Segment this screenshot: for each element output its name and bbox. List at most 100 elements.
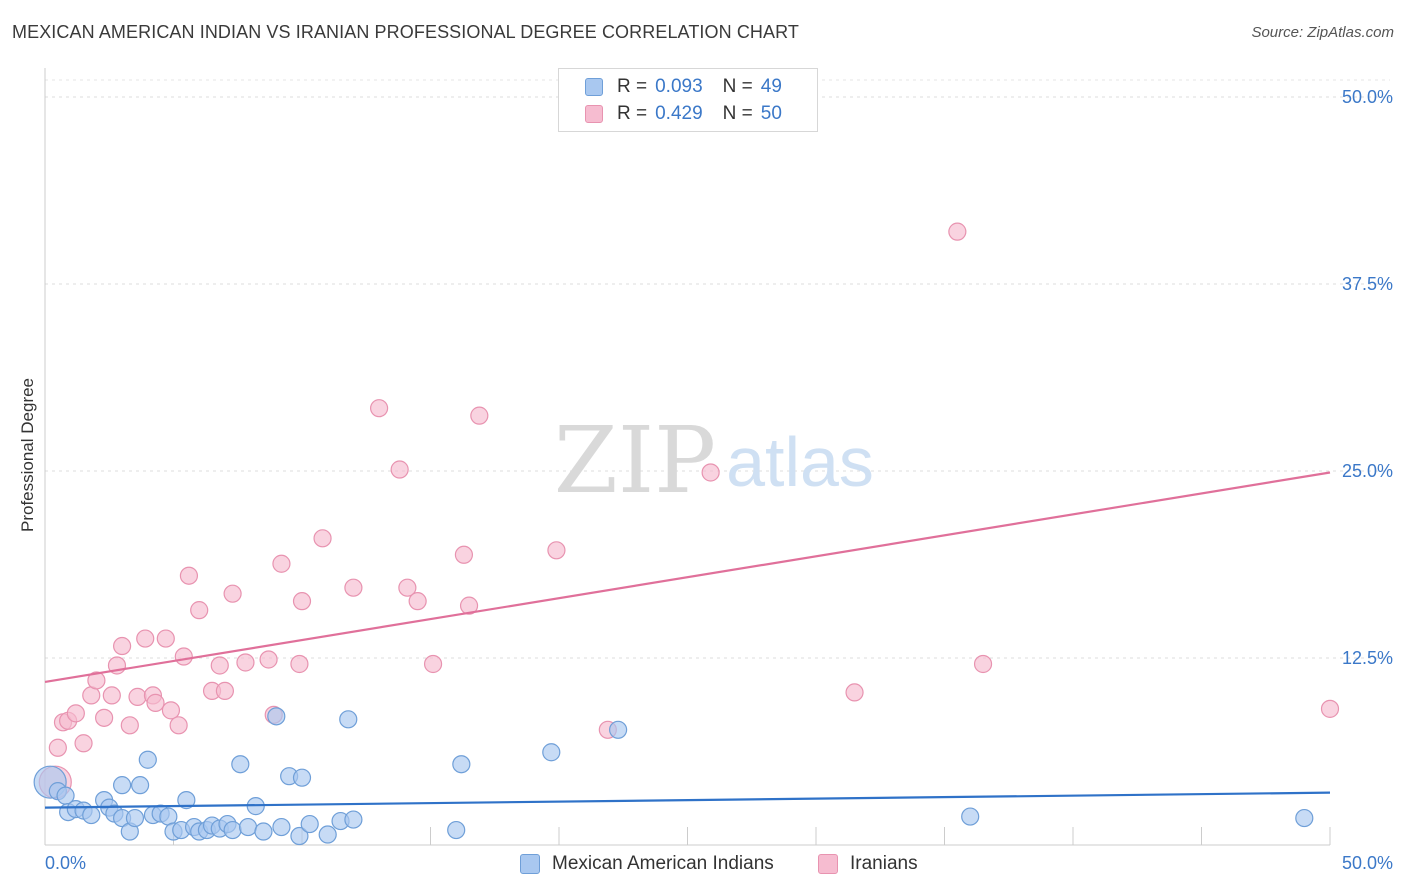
watermark-zip: ZIP [554,407,716,514]
iranian-point [1320,699,1340,718]
bottom-legend-mexican-american-indians: Mexican American Indians [520,852,774,876]
iranian-point [74,734,93,753]
trend-line-mexican-american-indians [44,791,1331,809]
mexican-american-indian-point [961,807,980,826]
iranian-point [128,687,147,706]
mexican-american-indians-points [33,707,1314,846]
mexican-american-indian-point [177,791,196,810]
mexican-american-indian-point [125,808,145,828]
iranian-point [313,529,332,548]
iranian-point [120,716,139,735]
iranian-point [390,460,409,479]
bottom-legend-label: Mexican American Indians [552,853,774,874]
iranian-point [948,222,967,241]
iranian-point [179,566,199,585]
mexican-american-indian-point [254,822,273,841]
iranian-point [95,708,114,727]
iranian-point [370,399,389,418]
mexican-american-indian-point [1295,808,1314,828]
tick-labels: 12.5% 25.0% 37.5% 50.0% 0.0% 50.0% [45,87,1393,873]
iranian-point [236,653,255,672]
legend-r-value: 0.429 [655,103,703,124]
iranian-point [398,578,417,597]
mexican-american-indian-point [609,720,628,739]
correlation-legend: R = 0.093 N = 49 R = 0.429 N = 50 [558,68,818,132]
iranian-point [408,592,427,611]
legend-swatch-blue [585,78,603,96]
iranian-point [48,738,67,757]
iranian-point [272,554,291,573]
mexican-american-indian-point [292,768,312,787]
legend-swatch-pink [585,105,603,123]
mexican-american-indian-point [138,750,157,769]
mexican-american-indian-point [542,743,561,762]
legend-n-value: 50 [760,103,782,124]
chart-title: MEXICAN AMERICAN INDIAN VS IRANIAN PROFE… [12,22,800,42]
mexican-american-indian-point [223,820,242,840]
iranian-point [701,463,720,482]
mexican-american-indian-point [272,817,291,837]
iranian-point [845,683,864,702]
mexican-american-indian-point [112,776,132,795]
legend-r-value: 0.093 [655,76,703,97]
mexican-american-indian-point [290,826,309,846]
mexican-american-indian-point [447,820,466,840]
legend-row-blue: R = 0.093 N = 49 [585,75,782,99]
y-tick-label: 25.0% [1342,461,1393,481]
iranian-point [470,406,489,425]
legend-n-label: N = [722,76,753,97]
watermark: ZIP atlas [554,407,874,514]
iranian-point [102,686,121,705]
trend-line-iranians [44,471,1331,684]
legend-n-label: N = [722,103,753,124]
mexican-american-indian-point [82,805,101,825]
mexican-american-indian-point [130,776,150,795]
iranian-point [215,681,234,701]
y-tick-label: 37.5% [1342,274,1393,294]
source-label: Source: ZipAtlas.com [1251,24,1394,41]
y-tick-label: 12.5% [1342,648,1393,668]
iranian-point [112,636,132,656]
x-tick-label: 0.0% [45,853,86,873]
iranian-point [290,654,309,674]
legend-row-pink: R = 0.429 N = 50 [585,102,782,126]
iranian-point [136,629,155,648]
legend-r-label: R = [617,76,648,97]
y-tick-label: 50.0% [1342,87,1393,107]
iranian-point [210,656,229,675]
mexican-american-indian-point [339,710,358,729]
x-tick-label: 50.0% [1342,853,1393,873]
iranian-point [156,629,175,648]
mexican-american-indian-point [300,814,319,834]
iranian-point [66,704,85,723]
iranian-point [423,654,443,674]
iranian-point [973,654,993,674]
iranian-point [190,601,209,620]
bottom-legend-swatch-pink [818,854,838,874]
mexican-american-indian-point [238,817,258,837]
iranian-point [87,671,106,690]
mexican-american-indian-point [452,755,471,774]
iranian-point [174,647,193,666]
bottom-legend-iranians: Iranians [818,852,918,876]
iranian-point [459,596,479,615]
legend-n-value: 49 [760,76,782,97]
iranian-point [169,716,188,735]
iranian-point [146,693,165,712]
watermark-atlas: atlas [726,423,874,501]
legend-r-label: R = [617,103,648,124]
iranian-point [161,701,181,720]
mexican-american-indian-point [318,825,337,844]
mexican-american-indian-point [267,707,286,726]
iranian-point [454,545,474,564]
mexican-american-indian-point [231,755,250,774]
bottom-legend-swatch-blue [520,854,540,874]
trend-lines [44,471,1331,809]
iranian-point [259,650,278,669]
iranian-point [292,592,312,611]
bottom-legend-label: Iranians [850,853,918,874]
mexican-american-indian-point [344,810,363,829]
iranian-point [223,584,242,603]
iranian-point [547,541,566,560]
